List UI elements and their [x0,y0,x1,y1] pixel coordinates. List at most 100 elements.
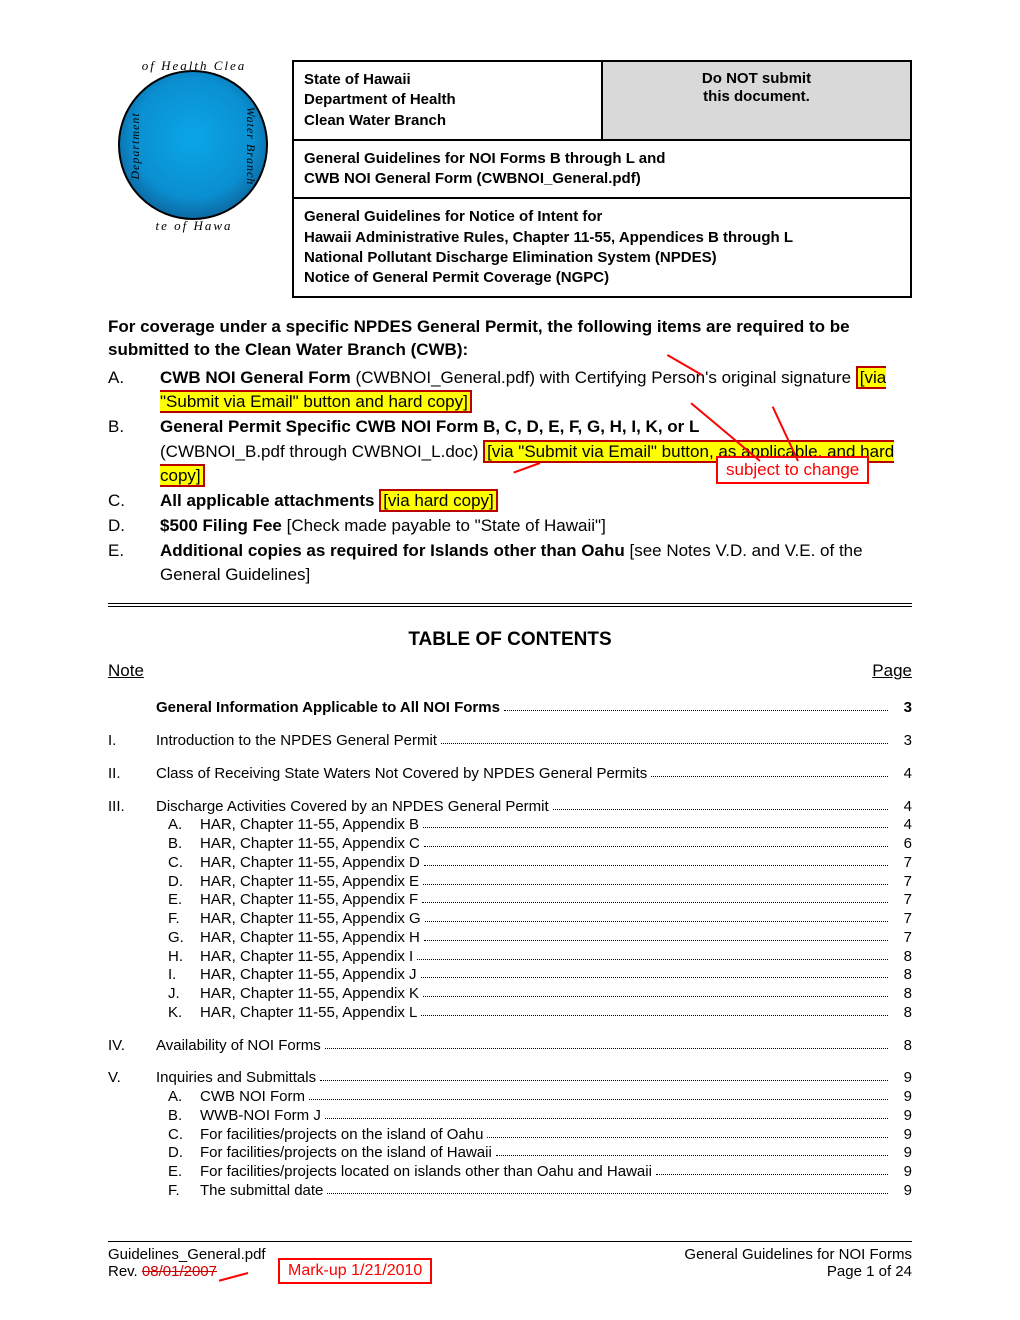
title-cell: General Guidelines for NOI Forms B throu… [293,140,911,199]
toc-page: 4 [892,798,912,817]
toc-num: C. [168,854,200,873]
subtitle-line: National Pollutant Discharge Elimination… [304,248,900,268]
toc-entry: II. Class of Receiving State Waters Not … [108,765,912,784]
toc-page: 9 [892,1126,912,1145]
logo-arc-right: Water Branch [243,107,258,186]
page: of Health Clea Department Water Branch t… [0,0,1020,1320]
toc-header-row: Note Page [108,661,912,681]
toc-label: Inquiries and Submittals [156,1069,316,1088]
footer-revision: Rev. 08/01/2007 [108,1263,217,1280]
rev-strike: 08/01/2007 [142,1263,217,1280]
toc-label: Discharge Activities Covered by an NPDES… [156,798,549,817]
toc-page: 6 [892,835,912,854]
toc-label: HAR, Chapter 11-55, Appendix L [200,1004,417,1023]
header: of Health Clea Department Water Branch t… [108,60,912,298]
toc-label: HAR, Chapter 11-55, Appendix F [200,891,418,910]
toc-page: 7 [892,929,912,948]
do-not-submit-warning: Do NOT submit this document. [602,61,911,140]
toc-num: F. [168,1182,200,1201]
toc-num: I. [168,966,200,985]
toc-num: D. [168,873,200,892]
toc-entry: D.For facilities/projects on the island … [168,1144,912,1163]
agency-line: State of Hawaii [304,70,591,90]
item-bold: CWB NOI General Form [160,368,351,387]
toc-section: I. Introduction to the NPDES General Per… [108,732,912,751]
list-letter: A. [108,366,160,414]
toc-num: V. [108,1069,156,1088]
toc-label: Introduction to the NPDES General Permit [156,732,437,751]
toc-head-right: Page [872,661,912,681]
toc-page: 3 [892,732,912,751]
toc-page: 7 [892,910,912,929]
toc-label: HAR, Chapter 11-55, Appendix E [200,873,419,892]
toc-entry: E.HAR, Chapter 11-55, Appendix F 7 [168,891,912,910]
footer-page-num: Page 1 of 24 [827,1263,912,1280]
toc-label: WWB-NOI Form J [200,1107,321,1126]
logo-arc-left: Department [128,112,143,179]
toc-num: IV. [108,1037,156,1056]
toc-entry: B.HAR, Chapter 11-55, Appendix C 6 [168,835,912,854]
toc-section: General Information Applicable to All NO… [108,699,912,718]
list-item: C. All applicable attachments [via hard … [108,489,912,513]
toc-num: A. [168,1088,200,1107]
list-item: A. CWB NOI General Form (CWBNOI_General.… [108,366,912,414]
toc-label: HAR, Chapter 11-55, Appendix K [200,985,419,1004]
toc-entry: A.CWB NOI Form 9 [168,1088,912,1107]
toc-num: G. [168,929,200,948]
toc-entry: B.WWB-NOI Form J9 [168,1107,912,1126]
subtitle-cell: General Guidelines for Notice of Intent … [293,198,911,297]
item-text: (CWBNOI_General.pdf) with Certifying Per… [351,368,856,387]
toc-label: HAR, Chapter 11-55, Appendix D [200,854,420,873]
toc-num: E. [168,891,200,910]
subject-to-change-callout: subject to change [716,456,869,484]
toc-page: 8 [892,1037,912,1056]
highlight: [via hard copy] [379,489,498,512]
toc-entry: IV. Availability of NOI Forms 8 [108,1037,912,1056]
toc-num: A. [168,816,200,835]
toc-page: 9 [892,1107,912,1126]
subtitle-line: Notice of General Permit Coverage (NGPC) [304,268,900,288]
toc-entry: H.HAR, Chapter 11-55, Appendix I8 [168,948,912,967]
agency-cell: State of Hawaii Department of Health Cle… [293,61,602,140]
toc-num: B. [168,835,200,854]
toc-section: III. Discharge Activities Covered by an … [108,798,912,1023]
toc-label: Class of Receiving State Waters Not Cove… [156,765,647,784]
toc-label: CWB NOI Form [200,1088,305,1107]
toc-num: C. [168,1126,200,1145]
toc-num: F. [168,910,200,929]
toc-num: K. [168,1004,200,1023]
toc-page: 7 [892,891,912,910]
toc-label: The submittal date [200,1182,323,1201]
toc-subsection: A.HAR, Chapter 11-55, Appendix B4B.HAR, … [108,816,912,1022]
warning-line: this document. [613,88,900,106]
toc-page: 9 [892,1163,912,1182]
toc-label: Availability of NOI Forms [156,1037,321,1056]
agency-logo: of Health Clea Department Water Branch t… [108,60,280,232]
item-text: (CWBNOI_B.pdf through CWBNOI_L.doc) [160,442,483,461]
agency-line: Clean Water Branch [304,111,591,131]
toc-entry: D.HAR, Chapter 11-55, Appendix E7 [168,873,912,892]
toc-page: 9 [892,1144,912,1163]
item-bold: General Permit Specific CWB NOI Form B, … [160,417,699,436]
toc-page: 9 [892,1088,912,1107]
toc-entry: C.For facilities/projects on the island … [168,1126,912,1145]
list-item: D. $500 Filing Fee [Check made payable t… [108,514,912,538]
item-bold: All applicable attachments [160,491,379,510]
page-footer: Guidelines_General.pdf General Guideline… [108,1241,912,1280]
toc-page: 9 [892,1182,912,1201]
toc-entry: J.HAR, Chapter 11-55, Appendix K 8 [168,985,912,1004]
footer-doc-title: General Guidelines for NOI Forms [684,1246,912,1263]
toc-page: 8 [892,948,912,967]
intro-paragraph: For coverage under a specific NPDES Gene… [108,316,912,362]
toc-page: 8 [892,985,912,1004]
toc-label: HAR, Chapter 11-55, Appendix G [200,910,421,929]
toc-entry: General Information Applicable to All NO… [108,699,912,718]
list-item: E. Additional copies as required for Isl… [108,539,912,587]
toc-subsection: A.CWB NOI Form9B.WWB-NOI Form J9C.For fa… [108,1088,912,1201]
toc-num: J. [168,985,200,1004]
toc-label: HAR, Chapter 11-55, Appendix C [200,835,420,854]
toc-page: 4 [892,765,912,784]
toc-entry: E.For facilities/projects located on isl… [168,1163,912,1182]
toc-title: TABLE OF CONTENTS [108,629,912,651]
toc-section: II. Class of Receiving State Waters Not … [108,765,912,784]
